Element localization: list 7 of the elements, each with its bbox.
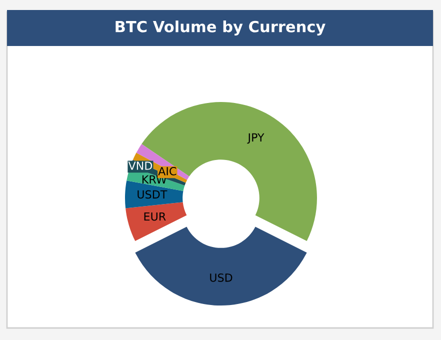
slice-label: JPY	[247, 133, 264, 144]
slice-label: AIC	[158, 166, 176, 176]
slice-label: USDT	[138, 190, 168, 199]
slice-label: EUR	[144, 212, 166, 221]
slice-label: VND	[128, 162, 152, 170]
slice-label: USD	[210, 273, 232, 282]
chart-title: BTC Volume by Currency	[116, 20, 326, 36]
